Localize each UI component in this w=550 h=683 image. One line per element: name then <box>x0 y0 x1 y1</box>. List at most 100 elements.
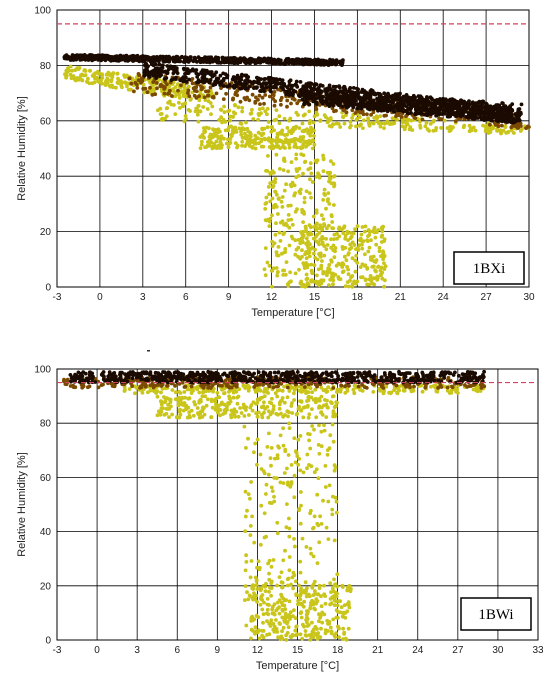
data-point <box>223 72 228 76</box>
data-point <box>318 615 322 620</box>
data-point <box>411 98 416 103</box>
data-point <box>391 93 395 98</box>
data-point <box>342 254 347 259</box>
data-point <box>294 451 299 455</box>
data-point <box>294 152 299 157</box>
data-point <box>214 127 218 132</box>
data-point <box>229 415 234 420</box>
data-point <box>169 404 173 409</box>
data-point <box>268 85 273 90</box>
data-point <box>382 239 386 244</box>
data-point <box>171 55 176 60</box>
data-point <box>166 67 171 72</box>
data-point <box>326 405 330 410</box>
data-point <box>88 68 92 73</box>
data-point <box>287 555 292 559</box>
data-point <box>171 71 176 76</box>
data-point <box>268 456 273 460</box>
data-point <box>155 86 159 91</box>
data-point <box>276 635 280 640</box>
data-point <box>163 399 168 404</box>
data-point <box>508 110 513 114</box>
data-point <box>282 188 287 193</box>
data-point <box>278 81 283 86</box>
data-point <box>368 255 373 259</box>
stray-mark <box>147 350 150 352</box>
data-point <box>342 85 347 89</box>
data-point <box>410 103 415 108</box>
data-point <box>267 431 271 436</box>
data-point <box>430 97 434 102</box>
data-point <box>66 66 70 71</box>
data-point <box>343 615 348 620</box>
data-point <box>327 202 332 206</box>
data-point <box>292 608 296 613</box>
data-point <box>116 81 120 86</box>
data-point <box>326 88 331 92</box>
data-point <box>312 83 317 88</box>
data-point <box>445 114 450 119</box>
data-point <box>451 125 455 130</box>
data-point <box>177 100 181 105</box>
data-point <box>223 410 228 415</box>
data-point <box>286 615 291 619</box>
data-point <box>308 604 313 608</box>
data-point <box>381 391 386 396</box>
data-point <box>345 387 350 391</box>
data-point <box>305 83 309 88</box>
data-point <box>501 108 506 113</box>
data-point <box>244 446 248 450</box>
y-tick-label: 100 <box>34 6 51 17</box>
data-point <box>226 109 231 114</box>
data-point <box>188 415 192 420</box>
data-point <box>424 113 428 117</box>
data-point <box>204 89 208 94</box>
data-point <box>467 123 472 128</box>
data-point <box>303 87 308 92</box>
data-point <box>379 121 384 126</box>
data-point <box>300 121 305 126</box>
data-point <box>499 123 504 128</box>
data-point <box>286 453 291 457</box>
data-point <box>517 118 522 123</box>
data-point <box>281 62 286 66</box>
data-point <box>231 395 236 400</box>
data-point <box>285 385 290 390</box>
data-point <box>243 568 248 573</box>
data-point <box>243 489 248 494</box>
data-point <box>184 79 189 84</box>
data-point <box>189 391 194 395</box>
data-point <box>288 203 293 208</box>
data-point <box>309 246 313 251</box>
data-point <box>152 88 157 93</box>
data-point <box>275 583 279 588</box>
data-point <box>282 603 287 608</box>
data-point <box>162 91 167 96</box>
data-point <box>294 624 299 629</box>
data-point <box>313 387 318 392</box>
data-point <box>247 138 252 143</box>
data-point <box>275 253 279 258</box>
data-point <box>298 597 303 602</box>
data-point <box>250 514 255 519</box>
data-point <box>210 135 215 140</box>
data-point <box>223 128 228 133</box>
data-point <box>293 628 298 633</box>
data-point <box>269 463 273 468</box>
data-point <box>109 58 113 63</box>
data-point <box>273 190 278 194</box>
data-point <box>363 278 368 282</box>
data-point <box>275 456 280 461</box>
data-point <box>293 238 298 243</box>
data-point <box>220 400 224 405</box>
data-point <box>218 408 223 412</box>
data-point <box>222 60 227 65</box>
data-point <box>265 125 270 130</box>
data-point <box>151 73 156 77</box>
data-point <box>274 77 279 82</box>
data-point <box>298 88 303 93</box>
data-point <box>280 195 285 199</box>
data-point <box>278 433 283 438</box>
data-point <box>328 92 332 96</box>
data-point <box>216 76 221 81</box>
